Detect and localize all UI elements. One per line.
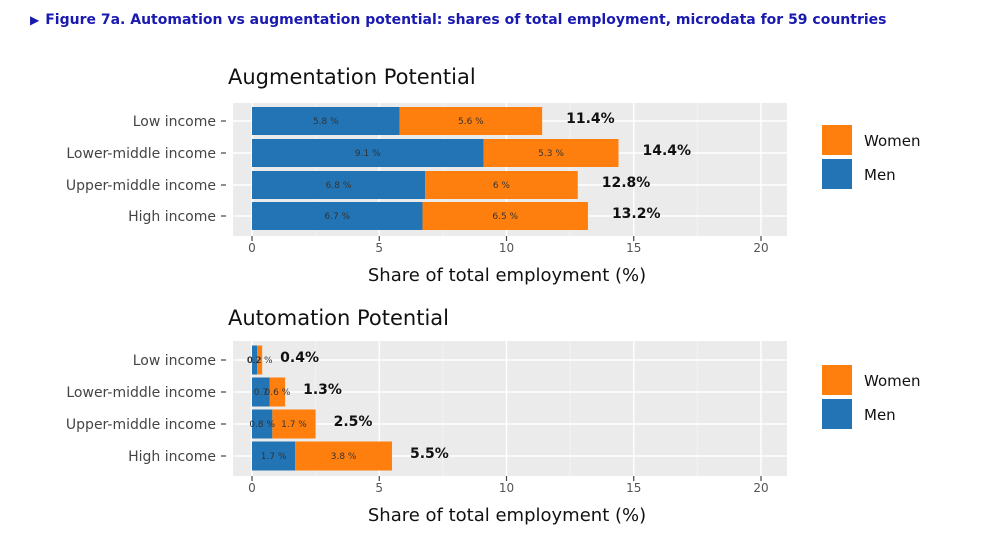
- bar-label-women: 6.5 %: [492, 212, 518, 222]
- bar-label-women: 0.2 %: [247, 356, 273, 366]
- bar-label-men: 9.1 %: [355, 149, 381, 159]
- bar-women: [422, 202, 588, 230]
- bar-total-label: 11.4%: [566, 111, 615, 127]
- bar-total-label: 5.5%: [410, 446, 449, 462]
- bar-women: [269, 377, 286, 407]
- bar-label-women: 5.3 %: [538, 149, 564, 159]
- bar-total-label: 1.3%: [303, 382, 342, 398]
- legend-label-men: Men: [864, 406, 896, 424]
- x-tick-label: 5: [375, 481, 383, 495]
- category-label: High income: [128, 449, 216, 465]
- category-label: High income: [128, 209, 216, 225]
- category-label: Upper-middle income: [66, 417, 216, 433]
- bar-men: [252, 139, 484, 167]
- category-label: Low income: [133, 353, 216, 369]
- bar-label-women: 3.8 %: [331, 452, 357, 462]
- bar-men: [252, 171, 426, 199]
- x-tick-label: 10: [499, 481, 514, 495]
- x-tick-label: 20: [753, 481, 768, 495]
- figure-title-text: Figure 7a. Automation vs augmentation po…: [45, 12, 887, 28]
- bar-women: [295, 441, 392, 471]
- bar-label-women: 6 %: [493, 181, 511, 191]
- x-tick-label: 15: [626, 481, 641, 495]
- legend-swatch-women: [822, 365, 852, 395]
- triangle-right-icon: ▶: [30, 13, 40, 27]
- category-label: Upper-middle income: [66, 178, 216, 194]
- bar-women: [483, 139, 619, 167]
- legend-swatch-men: [822, 399, 852, 429]
- panel-title: Augmentation Potential: [228, 65, 476, 89]
- bar-label-men: 0.2: [247, 356, 261, 366]
- x-tick-label: 0: [248, 481, 256, 495]
- x-axis-title: Share of total employment (%): [368, 505, 646, 526]
- bar-label-men: 5.8 %: [313, 117, 339, 127]
- bar-total-label: 12.8%: [602, 175, 651, 191]
- legend-swatch-men: [822, 159, 852, 189]
- bar-label-men: 0.8 %: [249, 420, 275, 430]
- bar-label-women: 5.6 %: [458, 117, 484, 127]
- bar-men: [252, 202, 423, 230]
- x-tick-label: 10: [499, 241, 514, 255]
- x-tick-label: 15: [626, 241, 641, 255]
- x-tick-label: 0: [248, 241, 256, 255]
- x-tick-label: 20: [753, 241, 768, 255]
- legend-label-men: Men: [864, 166, 896, 184]
- bar-men: [252, 441, 296, 471]
- bar-women: [399, 107, 543, 135]
- legend-swatch-women: [822, 125, 852, 155]
- bar-total-label: 2.5%: [334, 414, 373, 430]
- bar-label-men: 1.7 %: [261, 452, 287, 462]
- bar-men: [252, 377, 270, 407]
- x-axis-title: Share of total employment (%): [368, 265, 646, 286]
- bar-women: [272, 409, 316, 439]
- bar-label-men: 6.7 %: [324, 212, 350, 222]
- bar-men: [252, 107, 400, 135]
- legend-label-women: Women: [864, 132, 920, 150]
- bar-women: [257, 345, 263, 375]
- x-tick-label: 5: [375, 241, 383, 255]
- legend-label-women: Women: [864, 372, 920, 390]
- bar-men: [252, 345, 258, 375]
- panel-title: Automation Potential: [228, 306, 449, 330]
- category-label: Lower-middle income: [66, 146, 216, 162]
- bar-total-label: 14.4%: [642, 143, 691, 159]
- bar-women: [425, 171, 578, 199]
- bar-men: [252, 409, 273, 439]
- category-label: Lower-middle income: [66, 385, 216, 401]
- figure-title: ▶ Figure 7a. Automation vs augmentation p…: [30, 12, 887, 28]
- bar-total-label: 13.2%: [612, 206, 661, 222]
- bar-label-men: 0.7: [254, 388, 268, 398]
- bar-label-women: 0.6 %: [265, 388, 291, 398]
- bar-label-men: 6.8 %: [326, 181, 352, 191]
- bar-total-label: 0.4%: [280, 350, 319, 366]
- bar-label-women: 1.7 %: [281, 420, 307, 430]
- category-label: Low income: [133, 114, 216, 130]
